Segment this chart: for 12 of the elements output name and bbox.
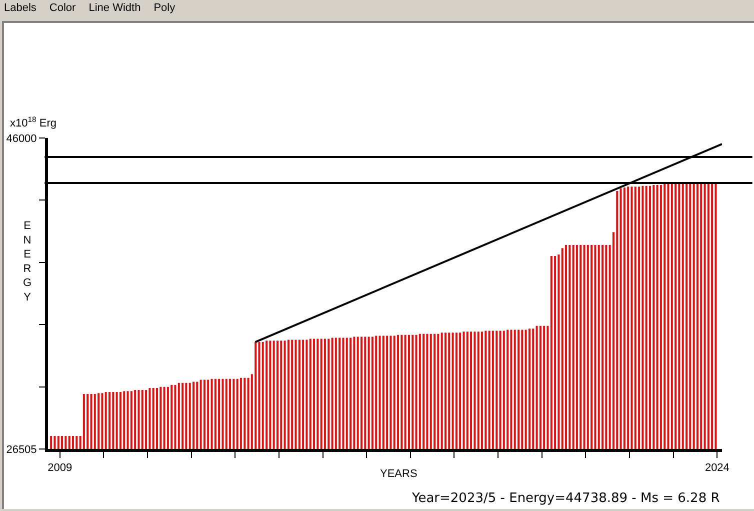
y-tick-label: 26505 (6, 444, 37, 456)
x-axis-title: YEARS (380, 468, 418, 480)
text: Year=2023/5 - Energy=44738.89 - Ms = 6.28 R (411, 491, 720, 506)
text: Poly (154, 2, 176, 14)
y-axis-title: ENERGY (23, 220, 32, 304)
y-tick-label: 46000 (6, 132, 37, 145)
text: Color (49, 2, 76, 14)
x-tick-label: 2024 (704, 462, 730, 474)
text: Line Width (88, 2, 141, 14)
text: x10$^{18}$ Erg (10, 115, 56, 130)
text: Labels (4, 2, 36, 14)
x-tick-label: 2009 (48, 462, 72, 474)
